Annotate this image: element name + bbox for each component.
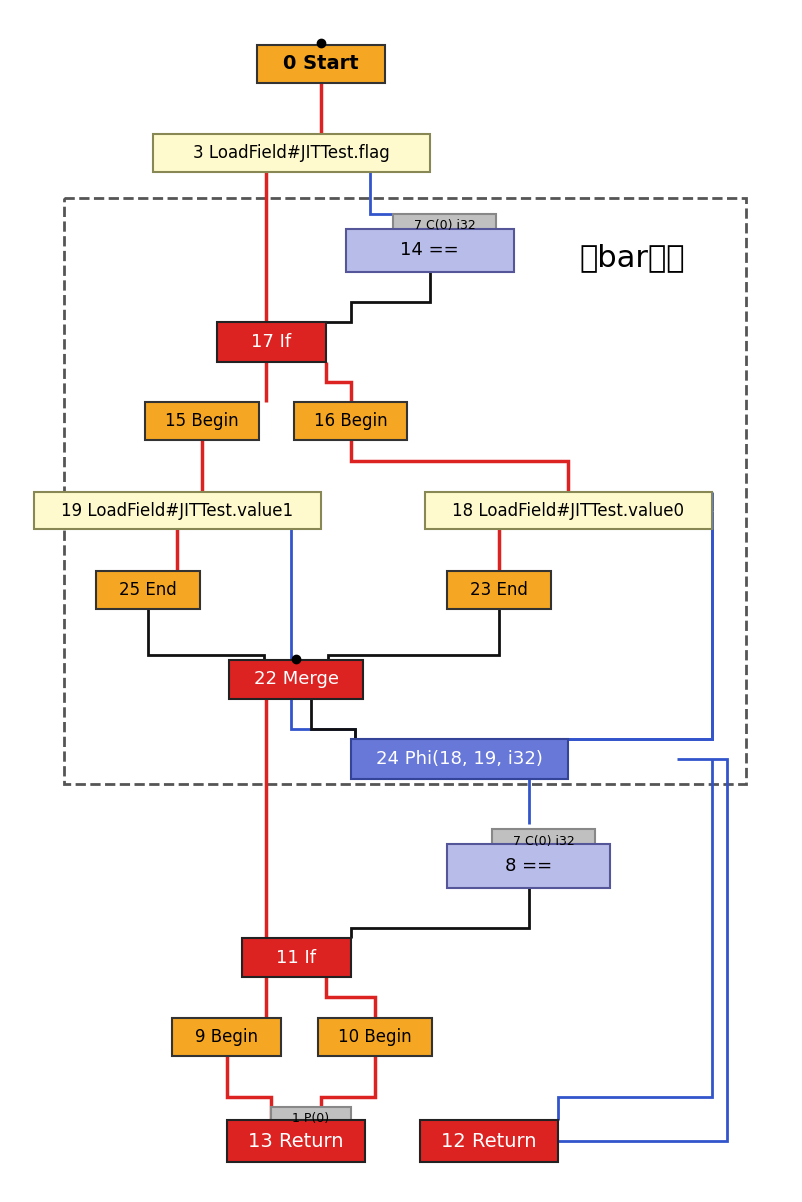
Text: 16 Begin: 16 Begin <box>314 412 387 430</box>
Text: 8 ==: 8 == <box>505 857 553 875</box>
Text: 1 P(0): 1 P(0) <box>293 1112 330 1125</box>
Text: 9 Begin: 9 Begin <box>196 1028 258 1046</box>
Text: 7 C(0) i32: 7 C(0) i32 <box>414 219 476 232</box>
Text: 19 LoadField#JITTest.value1: 19 LoadField#JITTest.value1 <box>61 501 294 519</box>
FancyBboxPatch shape <box>318 1018 432 1055</box>
FancyBboxPatch shape <box>294 403 407 440</box>
FancyBboxPatch shape <box>447 844 610 888</box>
Text: 24 Phi(18, 19, i32): 24 Phi(18, 19, i32) <box>376 750 543 768</box>
Text: 14 ==: 14 == <box>400 242 459 260</box>
FancyBboxPatch shape <box>271 1107 350 1130</box>
Text: 12 Return: 12 Return <box>441 1132 537 1150</box>
Text: 23 End: 23 End <box>470 581 528 599</box>
FancyBboxPatch shape <box>393 214 496 238</box>
FancyBboxPatch shape <box>227 1120 366 1162</box>
FancyBboxPatch shape <box>145 403 259 440</box>
FancyBboxPatch shape <box>95 571 200 609</box>
Text: 18 LoadField#JITTest.value0: 18 LoadField#JITTest.value0 <box>452 501 684 519</box>
Text: 17 If: 17 If <box>251 333 291 351</box>
Text: 10 Begin: 10 Begin <box>338 1028 412 1046</box>
Text: 0 Start: 0 Start <box>283 54 358 73</box>
FancyBboxPatch shape <box>447 571 551 609</box>
Text: 11 If: 11 If <box>276 948 316 966</box>
FancyBboxPatch shape <box>419 1120 558 1162</box>
FancyBboxPatch shape <box>241 938 350 977</box>
FancyBboxPatch shape <box>492 829 595 853</box>
FancyBboxPatch shape <box>172 1018 282 1055</box>
Text: 7 C(0) i32: 7 C(0) i32 <box>512 835 574 847</box>
Text: 22 Merge: 22 Merge <box>253 671 338 689</box>
FancyBboxPatch shape <box>257 44 385 83</box>
FancyBboxPatch shape <box>34 492 321 530</box>
FancyBboxPatch shape <box>425 492 711 530</box>
FancyBboxPatch shape <box>229 660 363 700</box>
Text: 25 End: 25 End <box>119 581 176 599</box>
FancyBboxPatch shape <box>346 228 514 273</box>
Text: 原bar方法: 原bar方法 <box>580 243 686 272</box>
FancyBboxPatch shape <box>217 322 326 362</box>
Text: 3 LoadField#JITTest.flag: 3 LoadField#JITTest.flag <box>192 144 390 162</box>
Text: 15 Begin: 15 Begin <box>165 412 239 430</box>
FancyBboxPatch shape <box>152 135 430 172</box>
FancyBboxPatch shape <box>350 739 569 779</box>
Text: 13 Return: 13 Return <box>249 1132 344 1150</box>
